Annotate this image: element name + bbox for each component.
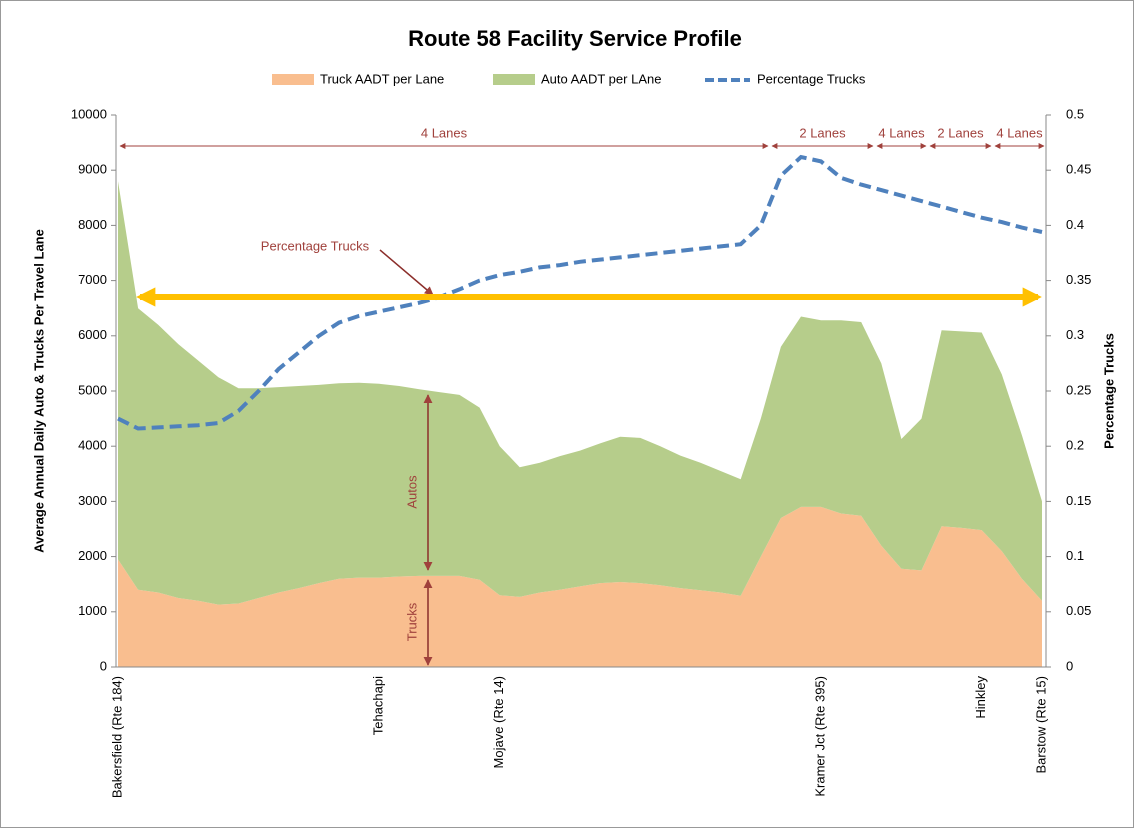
legend-label: Percentage Trucks — [757, 71, 866, 86]
y-tick-label: 2000 — [78, 548, 107, 563]
area-0 — [118, 506, 1042, 667]
chart-title: Route 58 Facility Service Profile — [408, 26, 742, 51]
y2-tick-label: 0 — [1066, 658, 1073, 673]
y2-tick-label: 0.2 — [1066, 438, 1084, 453]
x-tick-label: Mojave (Rte 14) — [491, 676, 506, 768]
x-tick-label: Bakersfield (Rte 184) — [109, 676, 124, 798]
y2-tick-label: 0.1 — [1066, 548, 1084, 563]
x-tick-label: Kramer Jct (Rte 395) — [812, 676, 827, 797]
y-tick-label: 0 — [100, 658, 107, 673]
y-axis-title: Average Annual Daily Auto & Trucks Per T… — [31, 229, 46, 553]
lane-label: 4 Lanes — [996, 125, 1043, 140]
y2-tick-label: 0.5 — [1066, 106, 1084, 121]
lane-label: 4 Lanes — [878, 125, 925, 140]
legend-label: Auto AADT per LAne — [541, 71, 661, 86]
lane-label: 2 Lanes — [799, 125, 846, 140]
annotation: Percentage Trucks — [261, 238, 370, 253]
annotations: Percentage Trucks Autos Trucks — [136, 238, 1042, 666]
annotation: Trucks — [404, 602, 419, 641]
x-tick-label: Tehachapi — [371, 676, 386, 735]
x-tick-label: Hinkley — [973, 676, 988, 719]
annotation: Autos — [404, 475, 419, 509]
y2-tick-label: 0.15 — [1066, 493, 1091, 508]
y-tick-label: 10000 — [71, 106, 107, 121]
y2-tick-label: 0.3 — [1066, 327, 1084, 342]
y2-tick-label: 0.4 — [1066, 217, 1084, 232]
y2-axis-title: Percentage Trucks — [1101, 333, 1116, 449]
legend-swatch — [272, 74, 314, 85]
y2-tick-label: 0.25 — [1066, 382, 1091, 397]
legend-swatch — [493, 74, 535, 85]
y-tick-label: 8000 — [78, 217, 107, 232]
y-tick-label: 6000 — [78, 327, 107, 342]
plot-area: 0 1000 2000 3000 4000 5000 6000 7000 8000 9000 100… — [71, 71, 1091, 798]
legend-label: Truck AADT per Lane — [320, 71, 444, 86]
line-series — [117, 154, 1043, 431]
x-tick-label: Barstow (Rte 15) — [1033, 676, 1048, 774]
y-tick-label: 1000 — [78, 603, 107, 618]
y-tick-label: 7000 — [78, 272, 107, 287]
y-tick-label: 9000 — [78, 162, 107, 177]
y-tick-label: 4000 — [78, 438, 107, 453]
area-1 — [118, 181, 1042, 605]
y-tick-label: 3000 — [78, 493, 107, 508]
lane-label: 2 Lanes — [937, 125, 984, 140]
y2-tick-label: 0.35 — [1066, 272, 1091, 287]
lane-label: 4 Lanes — [421, 125, 468, 140]
y2-tick-label: 0.05 — [1066, 603, 1091, 618]
y2-tick-label: 0.45 — [1066, 162, 1091, 177]
y-tick-label: 5000 — [78, 382, 107, 397]
